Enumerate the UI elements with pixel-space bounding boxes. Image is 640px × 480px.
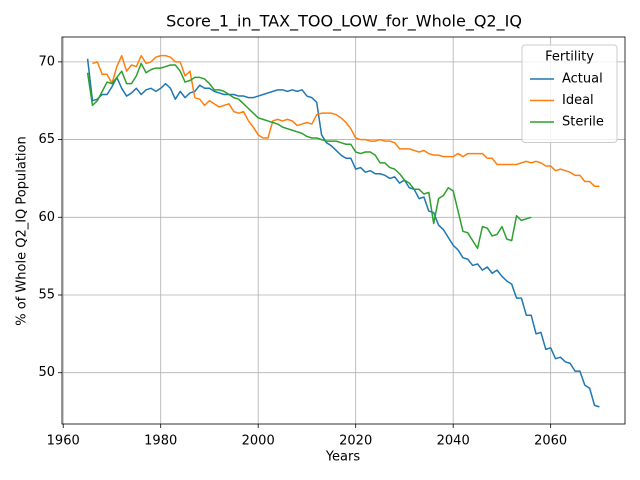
ticks: 1960 1980 2000 2020 2040 2060 50 55 60 65 70 xyxy=(38,54,567,448)
plot-lines xyxy=(86,54,600,408)
legend: Fertility Actual Ideal Sterile xyxy=(521,44,618,143)
legend-label: Ideal xyxy=(562,93,594,108)
chart-title: Score_1_in_TAX_TOO_LOW_for_Whole_Q2_IQ xyxy=(166,12,522,32)
series-line xyxy=(92,54,600,187)
x-tick-label: 1980 xyxy=(144,434,177,449)
y-tick-label: 60 xyxy=(38,210,55,225)
legend-box xyxy=(521,44,618,143)
plot-frame xyxy=(61,36,626,425)
x-tick-label: 2040 xyxy=(437,434,470,449)
y-tick-label: 65 xyxy=(38,132,55,147)
x-tick-label: 2000 xyxy=(242,434,275,449)
x-tick-label: 2020 xyxy=(339,434,372,449)
legend-title: Fertility xyxy=(545,50,594,65)
legend-label: Actual xyxy=(562,72,603,87)
legend-label: Sterile xyxy=(562,115,604,130)
x-tick-label: 2060 xyxy=(534,434,567,449)
x-axis-label: Years xyxy=(325,450,361,465)
x-tick-label: 1960 xyxy=(47,434,80,449)
y-tick-label: 50 xyxy=(38,365,55,380)
y-tick-label: 55 xyxy=(38,288,55,303)
series-line xyxy=(86,58,600,408)
y-tick-label: 70 xyxy=(38,54,55,69)
series-line xyxy=(86,62,532,250)
y-axis-label: % of Whole Q2_IQ Population xyxy=(15,136,30,325)
